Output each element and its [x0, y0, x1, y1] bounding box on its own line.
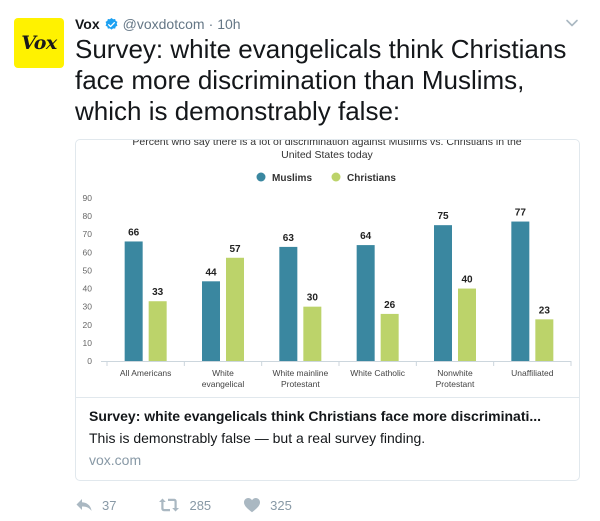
y-tick-label: 70 — [83, 229, 93, 239]
reply-button[interactable]: 37 — [75, 497, 116, 513]
y-tick-label: 30 — [83, 302, 93, 312]
bar-value-label: 64 — [360, 231, 372, 242]
bar-muslims — [434, 225, 452, 361]
x-category-label: Protestant — [436, 379, 475, 389]
y-tick-label: 60 — [83, 247, 93, 257]
bar-muslims — [356, 245, 375, 361]
bar-value-label: 57 — [229, 244, 241, 255]
bar-christians — [535, 319, 554, 361]
chevron-down-icon[interactable] — [565, 16, 579, 30]
author-name[interactable]: Vox — [75, 16, 100, 32]
card-domain: vox.com — [89, 452, 142, 468]
retweet-icon — [159, 498, 180, 512]
bar-chart: Percent who say there is a lot of discri… — [83, 140, 572, 389]
x-category-label: Unaffiliated — [511, 368, 554, 378]
y-tick-label: 10 — [83, 338, 93, 348]
bar-muslims — [124, 241, 143, 361]
y-tick-label: 80 — [83, 211, 93, 221]
chart-title-line: Percent who say there is a lot of discri… — [132, 140, 521, 148]
legend-label: Christians — [347, 173, 396, 184]
bar-christians — [303, 306, 322, 361]
legend-swatch — [331, 172, 341, 182]
x-category-label: Protestant — [281, 379, 320, 389]
legend-swatch — [256, 172, 266, 182]
bar-value-label: 33 — [152, 287, 164, 298]
x-category-label: Nonwhite — [437, 368, 473, 378]
heart-icon — [244, 498, 261, 513]
verified-badge-icon — [105, 17, 118, 30]
x-category-label: All Americans — [120, 368, 171, 378]
bar-christians — [148, 301, 167, 361]
bar-christians — [458, 288, 476, 361]
bar-value-label: 23 — [539, 305, 551, 316]
bar-christians — [380, 313, 399, 361]
x-category-label: White — [212, 368, 234, 378]
separator-dot: · — [208, 16, 214, 32]
bar-value-label: 63 — [283, 233, 295, 244]
card-description: This is demonstrably false — but a real … — [89, 430, 426, 446]
like-button[interactable]: 325 — [243, 497, 292, 513]
reply-icon — [76, 499, 92, 511]
retweet-button[interactable]: 285 — [158, 497, 211, 513]
legend-label: Muslims — [272, 173, 312, 184]
tweet-actions: 37 285 325 — [75, 495, 292, 515]
bar-value-label: 44 — [205, 267, 217, 278]
tweet-header: Vox @voxdotcom · 10h — [75, 15, 241, 33]
like-count: 325 — [270, 497, 292, 513]
retweet-count: 285 — [189, 497, 212, 513]
bar-christians — [226, 257, 244, 361]
avatar-logo-text: Vox — [21, 32, 57, 54]
bar-muslims — [511, 221, 530, 361]
avatar[interactable]: Vox — [14, 18, 64, 68]
bar-value-label: 77 — [515, 208, 527, 219]
y-tick-label: 50 — [83, 265, 93, 275]
bar-muslims — [202, 281, 220, 361]
chart-title-line: United States today — [281, 149, 373, 161]
bar-value-label: 30 — [307, 293, 319, 304]
link-card[interactable]: Percent who say there is a lot of discri… — [75, 139, 580, 481]
y-tick-label: 90 — [83, 193, 93, 203]
x-category-label: White Catholic — [350, 368, 406, 378]
author-handle[interactable]: @voxdotcom — [122, 16, 205, 32]
bar-value-label: 40 — [461, 275, 473, 286]
x-category-label: White mainline — [272, 368, 328, 378]
card-chart-image: Percent who say there is a lot of discri… — [76, 140, 579, 397]
x-category-label: evangelical — [202, 379, 245, 389]
y-tick-label: 40 — [83, 284, 93, 294]
bar-muslims — [279, 246, 298, 361]
card-title[interactable]: Survey: white evangelicals think Christi… — [89, 408, 542, 424]
tweet-text: Survey: white evangelicals think Christi… — [75, 34, 567, 126]
y-tick-label: 20 — [83, 320, 93, 330]
bar-value-label: 26 — [384, 300, 396, 311]
bar-value-label: 66 — [128, 227, 140, 238]
tweet-timestamp[interactable]: 10h — [217, 16, 241, 32]
reply-count: 37 — [102, 497, 117, 513]
bar-value-label: 75 — [437, 211, 449, 222]
y-tick-label: 0 — [87, 356, 92, 366]
card-body: Survey: white evangelicals think Christi… — [76, 397, 579, 480]
